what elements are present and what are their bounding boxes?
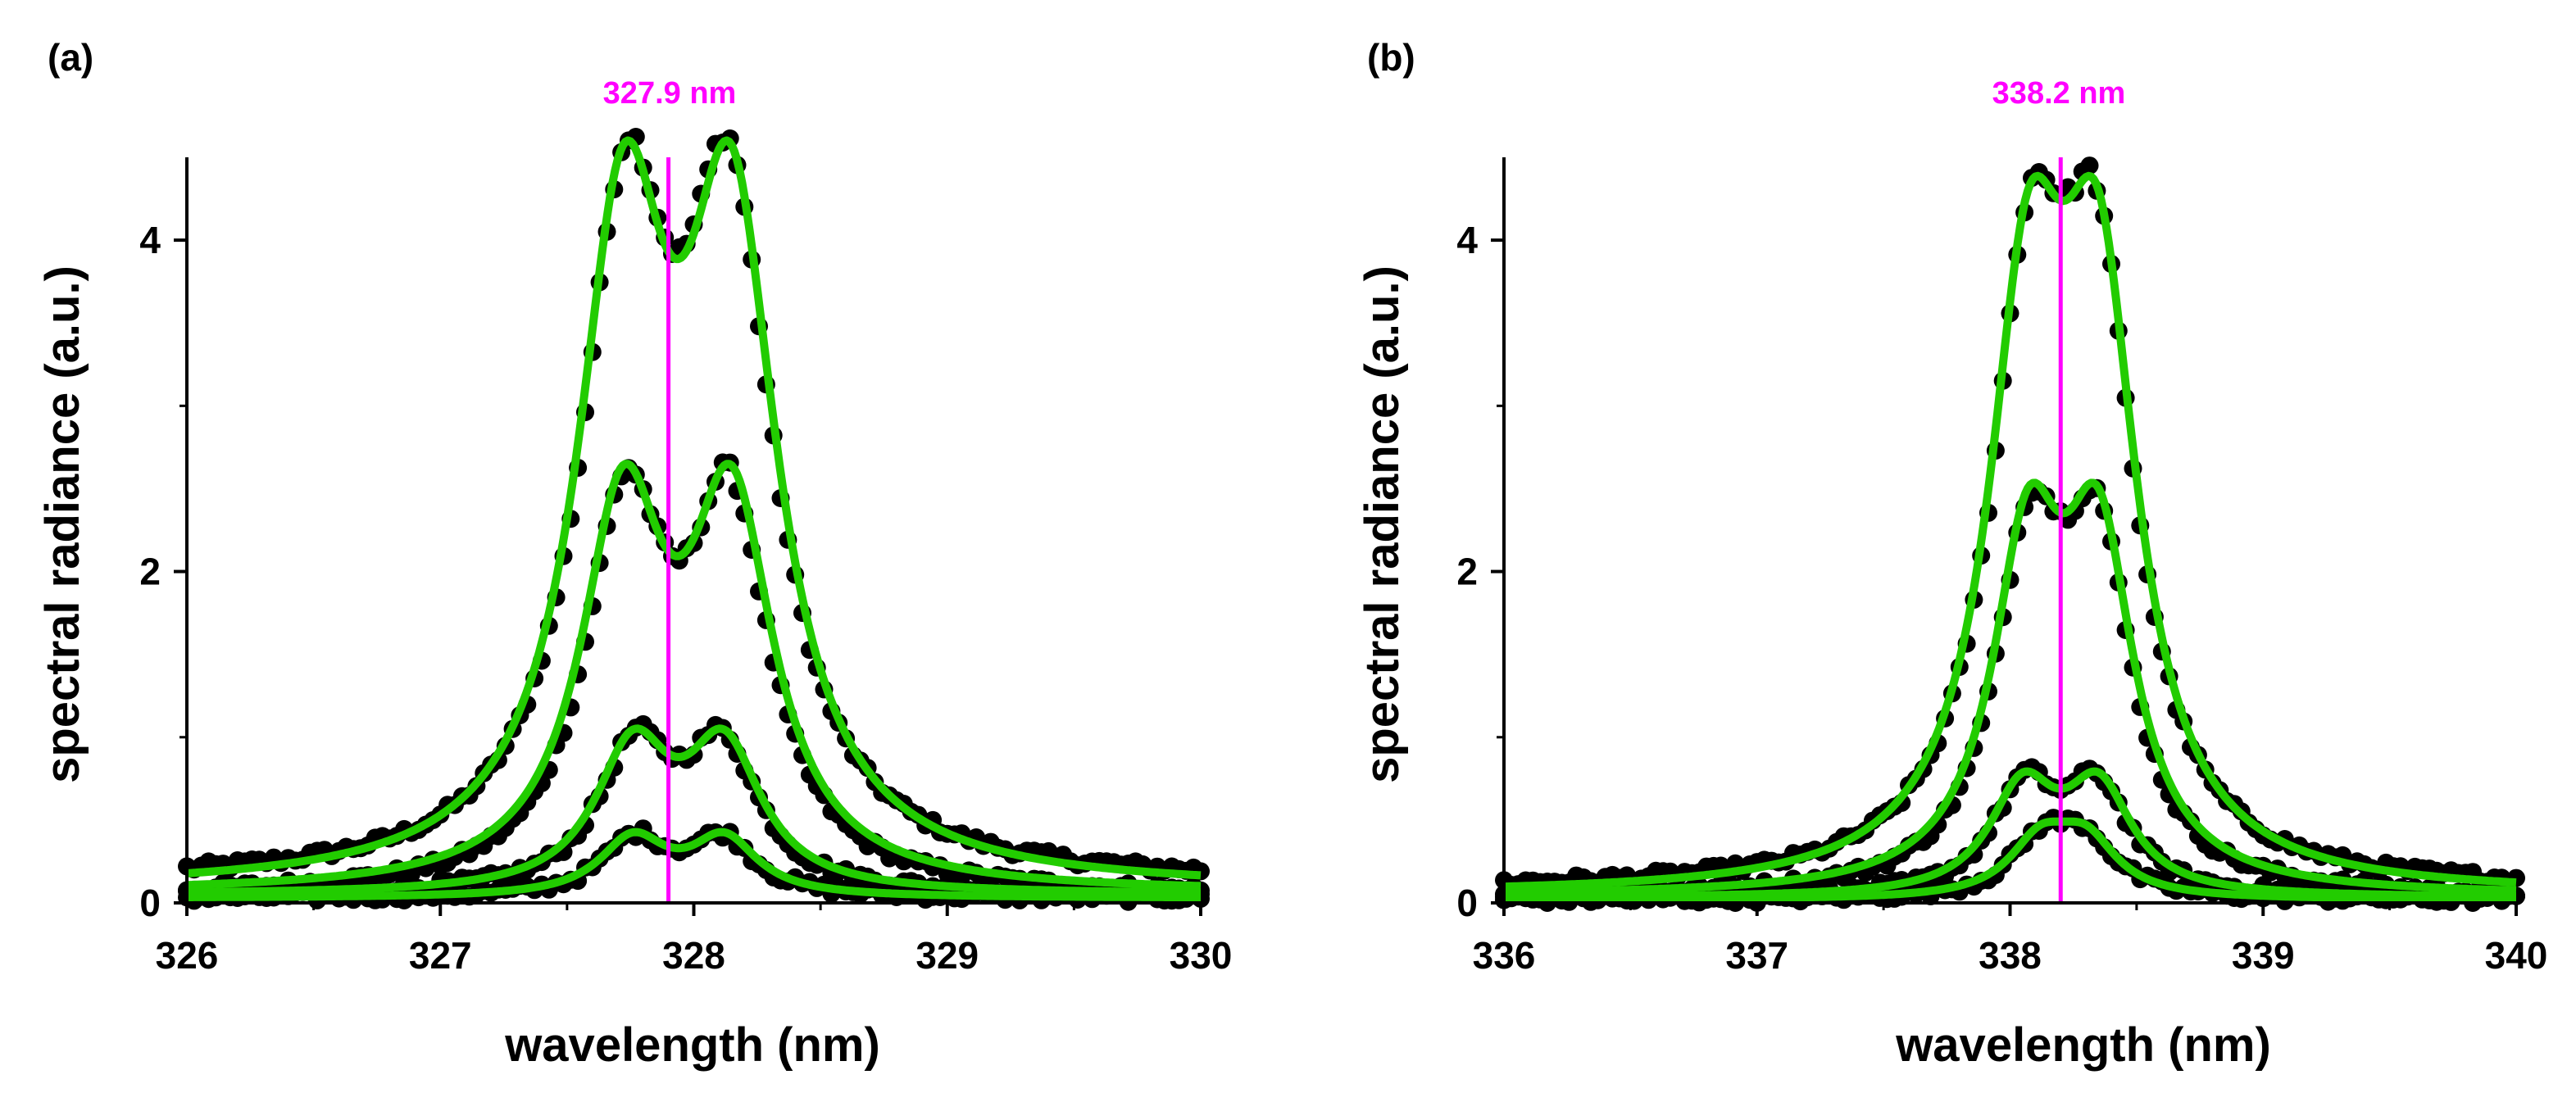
y-tick-label-a: 0 (139, 882, 161, 924)
panel-label-b: (b) (1367, 36, 1415, 79)
x-tick-label-b: 338 (1979, 934, 2042, 977)
x-tick-label-b: 336 (1473, 934, 1536, 977)
x-tick-label-a: 327 (409, 934, 472, 977)
y-tick-label-a: 2 (139, 551, 161, 593)
x-tick-label-b: 340 (2485, 934, 2548, 977)
data-point-b-s1 (2080, 156, 2099, 175)
x-tick-label-a: 330 (1170, 934, 1233, 977)
x-tick-label-b: 339 (2232, 934, 2295, 977)
plot-area-a: 326 327 328 329 330 0 2 4 (139, 128, 1232, 977)
y-axis-title-b: spectral radiance (a.u.) (1356, 265, 1409, 783)
plot-area-b: 336 337 338 339 340 0 2 4 (1456, 156, 2547, 977)
y-tick-label-a: 4 (139, 219, 161, 261)
y-axis-title-a: spectral radiance (a.u.) (36, 265, 89, 783)
fit-curve-a-s3 (185, 724, 1202, 897)
y-tick-label-b: 4 (1456, 219, 1478, 261)
x-axis-title-a: wavelength (nm) (504, 1018, 880, 1072)
x-axis-title-b: wavelength (nm) (1895, 1018, 2271, 1072)
x-tick-label-a: 328 (662, 934, 725, 977)
panel-b: (b) 338.2 nm 336 337 338 339 340 0 2 4 waveleng… (1356, 36, 2547, 1072)
fit-curve-b-s1 (1502, 171, 2518, 891)
fit-curve-a-s2 (185, 460, 1202, 891)
fit-curve-a-s1 (185, 136, 1202, 880)
x-tick-label-a: 329 (915, 934, 979, 977)
marker-label-b: 338.2 nm (1992, 76, 2126, 111)
marker-label-a: 327.9 nm (603, 76, 737, 111)
fit-curve-b-s4 (1502, 817, 2518, 904)
x-tick-label-a: 326 (156, 934, 219, 977)
panel-label-a: (a) (48, 36, 93, 79)
y-tick-label-b: 2 (1456, 551, 1478, 593)
fit-curve-b-s2 (1502, 478, 2518, 897)
y-tick-label-b: 0 (1456, 882, 1478, 924)
panel-a: (a) 327.9 nm 326 327 328 329 330 0 2 4 waveleng… (36, 36, 1232, 1072)
x-tick-label-b: 337 (1725, 934, 1788, 977)
data-points-a (178, 128, 1210, 911)
fit-curve-a-s4 (185, 828, 1202, 902)
